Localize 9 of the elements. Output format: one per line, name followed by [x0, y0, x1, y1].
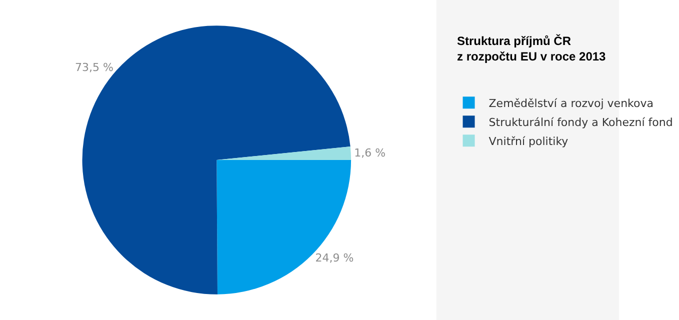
pie-slice	[216, 160, 352, 294]
pie-slice	[216, 146, 352, 160]
legend-label: Strukturální fondy a Kohezní fond	[488, 116, 673, 129]
text: Struktura příjmů ČR z rozpočtu EU v roce 2013	[457, 34, 606, 64]
legend-label: Vnitřní politiky	[488, 134, 569, 148]
data-label: 1,6 %	[354, 146, 386, 160]
data-label: 24,9 %	[315, 251, 354, 264]
legend-label: Zemědělství a rozvoj venkova	[488, 96, 654, 110]
data-label: 73,5 %	[74, 60, 114, 74]
